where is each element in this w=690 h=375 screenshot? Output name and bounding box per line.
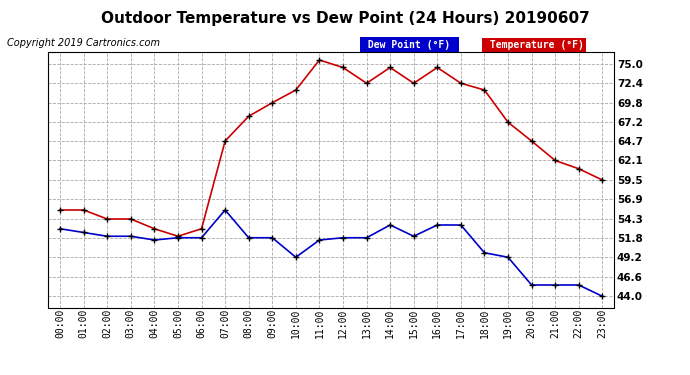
Text: Dew Point (°F): Dew Point (°F) — [362, 40, 456, 50]
Text: Copyright 2019 Cartronics.com: Copyright 2019 Cartronics.com — [7, 38, 160, 48]
Text: Temperature (°F): Temperature (°F) — [484, 40, 584, 50]
Text: Outdoor Temperature vs Dew Point (24 Hours) 20190607: Outdoor Temperature vs Dew Point (24 Hou… — [101, 11, 589, 26]
